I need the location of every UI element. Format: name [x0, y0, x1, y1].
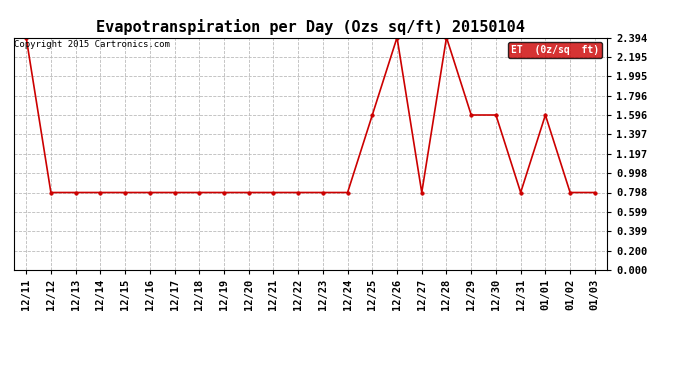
- Text: Copyright 2015 Cartronics.com: Copyright 2015 Cartronics.com: [14, 40, 170, 49]
- Title: Evapotranspiration per Day (Ozs sq/ft) 20150104: Evapotranspiration per Day (Ozs sq/ft) 2…: [96, 19, 525, 35]
- Legend: ET  (0z/sq  ft): ET (0z/sq ft): [509, 42, 602, 58]
